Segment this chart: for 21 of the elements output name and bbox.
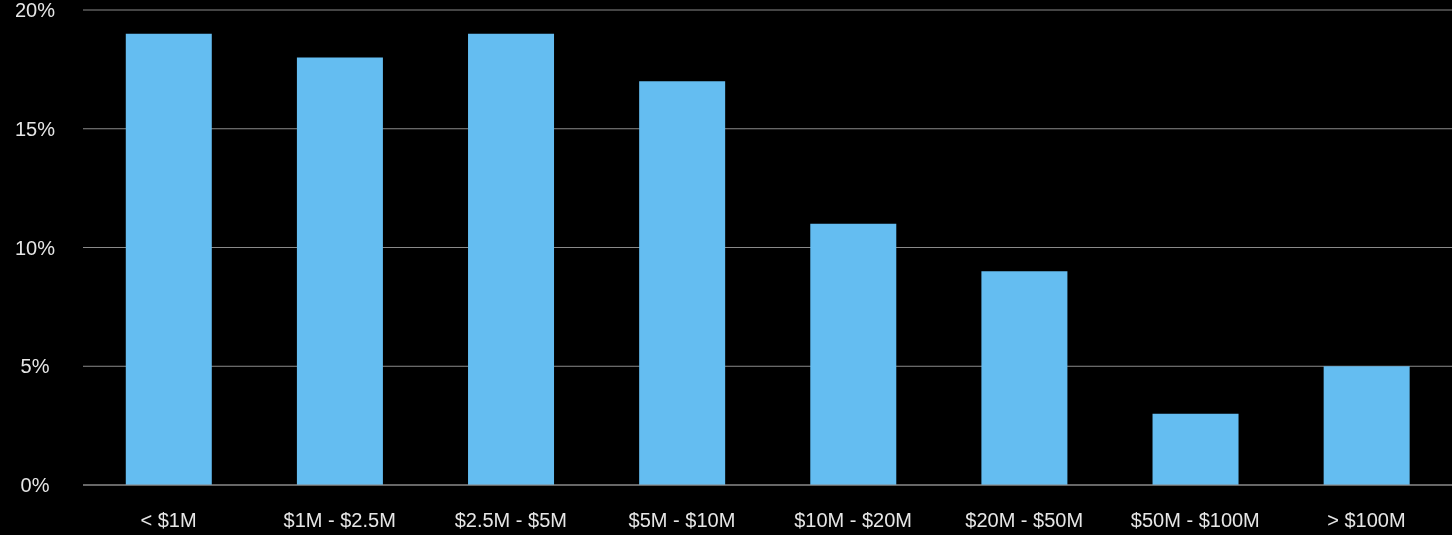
bar: [296, 57, 383, 485]
x-tick-label: $20M - $50M: [965, 509, 1084, 532]
y-tick-label: 10%: [14, 236, 56, 259]
y-tick-label: 15%: [14, 117, 56, 140]
bar: [1323, 366, 1410, 485]
bar: [1152, 413, 1239, 485]
y-tick-label: 0%: [20, 474, 50, 497]
y-tick-label: 5%: [20, 355, 50, 378]
bar: [639, 81, 726, 485]
bar: [125, 33, 212, 485]
x-tick-label: $1M - $2.5M: [283, 509, 396, 532]
x-tick-label: $10M - $20M: [794, 509, 912, 532]
x-tick-label: $2.5M - $5M: [454, 509, 567, 532]
x-tick-label: $50M - $100M: [1130, 509, 1260, 532]
bar: [981, 271, 1068, 485]
y-tick-label: 20%: [14, 0, 56, 22]
bar: [468, 33, 555, 485]
bar: [810, 223, 897, 485]
x-tick-label: < $1M: [140, 509, 197, 532]
x-tick-label: $5M - $10M: [628, 509, 736, 532]
x-tick-label: > $100M: [1327, 509, 1406, 532]
